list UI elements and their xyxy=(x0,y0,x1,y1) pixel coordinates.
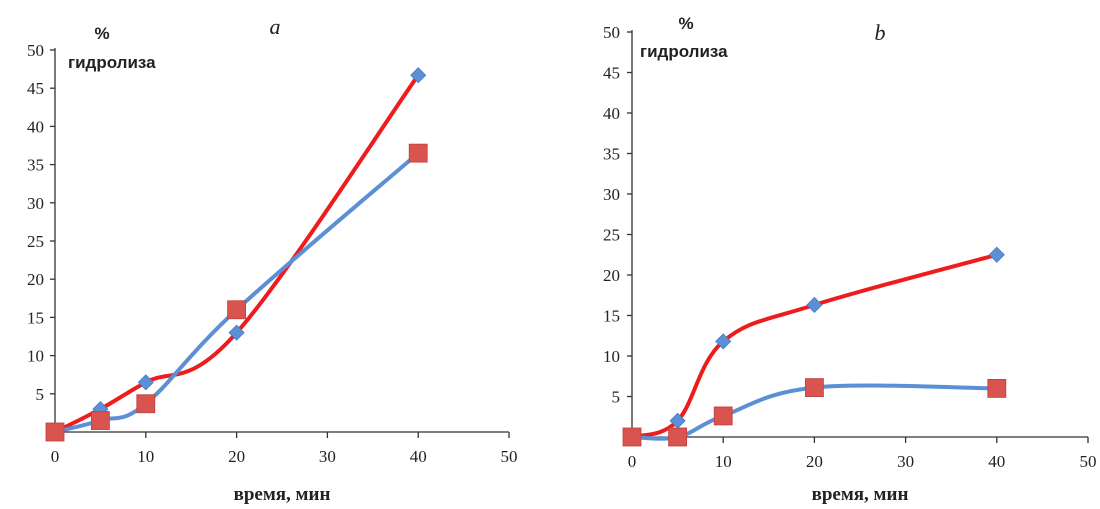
y-tick-label: 40 xyxy=(603,104,620,123)
square-point xyxy=(136,394,156,414)
square-point xyxy=(713,406,733,426)
chart-a: 0 10 20 30 40 50 5 10 15 20 25 30 35 40 45 50% гидролиза… xyxy=(27,14,518,505)
y-axis-label-text: гидролиза xyxy=(68,53,156,72)
y-tick-label: 5 xyxy=(612,388,621,407)
square-point xyxy=(45,422,65,442)
y-tick-label: 5 xyxy=(36,385,45,404)
x-tick-label: 0 xyxy=(51,447,60,466)
diamond-point xyxy=(806,296,823,314)
y-tick-label: 15 xyxy=(27,308,44,327)
y-tick-label: 50 xyxy=(603,23,620,42)
diamond-point xyxy=(137,374,154,391)
x-axis-label: время, мин xyxy=(812,484,909,505)
y-tick-label: 25 xyxy=(603,226,620,245)
diamond-point xyxy=(715,333,732,350)
diamond-point xyxy=(228,324,245,341)
x-tick-label: 40 xyxy=(988,452,1005,471)
square-point xyxy=(987,378,1007,398)
panel-label: a xyxy=(270,14,281,39)
x-tick-label: 50 xyxy=(501,447,518,466)
y-axis-label-percent: % xyxy=(678,14,693,33)
y-tick-label: 30 xyxy=(603,185,620,204)
x-tick-label: 30 xyxy=(319,447,336,466)
y-tick-label: 20 xyxy=(603,266,620,285)
y-tick-label: 20 xyxy=(27,270,44,289)
y-tick-label: 45 xyxy=(603,64,620,83)
y-tick-label: 30 xyxy=(27,194,44,213)
y-tick-label: 35 xyxy=(603,145,620,164)
square-point xyxy=(668,427,687,447)
x-tick-label: 30 xyxy=(897,452,914,471)
x-tick-label: 20 xyxy=(228,447,245,466)
y-axis-label-percent: % xyxy=(94,24,109,43)
x-tick-label: 20 xyxy=(806,452,823,471)
square-point xyxy=(804,378,824,397)
y-tick-label: 40 xyxy=(27,117,44,136)
y-tick-label: 25 xyxy=(27,232,44,251)
square-point xyxy=(91,411,110,430)
chart-b: 0 10 20 30 40 50 5 10 15 20 25 30 35 40 45 50 % гидролиза… xyxy=(603,14,1097,505)
square-point xyxy=(227,300,247,320)
x-tick-label: 40 xyxy=(410,447,427,466)
y-tick-label: 15 xyxy=(603,307,620,326)
y-tick-label: 10 xyxy=(603,347,620,366)
diamond-point xyxy=(988,246,1005,263)
y-tick-label: 50 xyxy=(27,41,44,60)
x-tick-label: 10 xyxy=(137,447,154,466)
x-tick-label: 10 xyxy=(715,452,732,471)
diamond-point xyxy=(410,67,427,84)
y-axis-label-text: гидролиза xyxy=(640,42,728,61)
x-axis-label: время, мин xyxy=(234,484,331,505)
square-point xyxy=(408,143,428,163)
x-tick-label: 50 xyxy=(1080,452,1097,471)
panel-label: b xyxy=(875,20,886,45)
x-tick-label: 0 xyxy=(628,452,637,471)
series-line-2 xyxy=(53,151,421,434)
series-line-1 xyxy=(630,252,999,439)
y-tick-label: 45 xyxy=(27,79,44,98)
series-line-1 xyxy=(53,73,421,434)
y-tick-label: 10 xyxy=(27,347,44,366)
y-tick-label: 35 xyxy=(27,156,44,175)
square-point xyxy=(622,427,642,447)
